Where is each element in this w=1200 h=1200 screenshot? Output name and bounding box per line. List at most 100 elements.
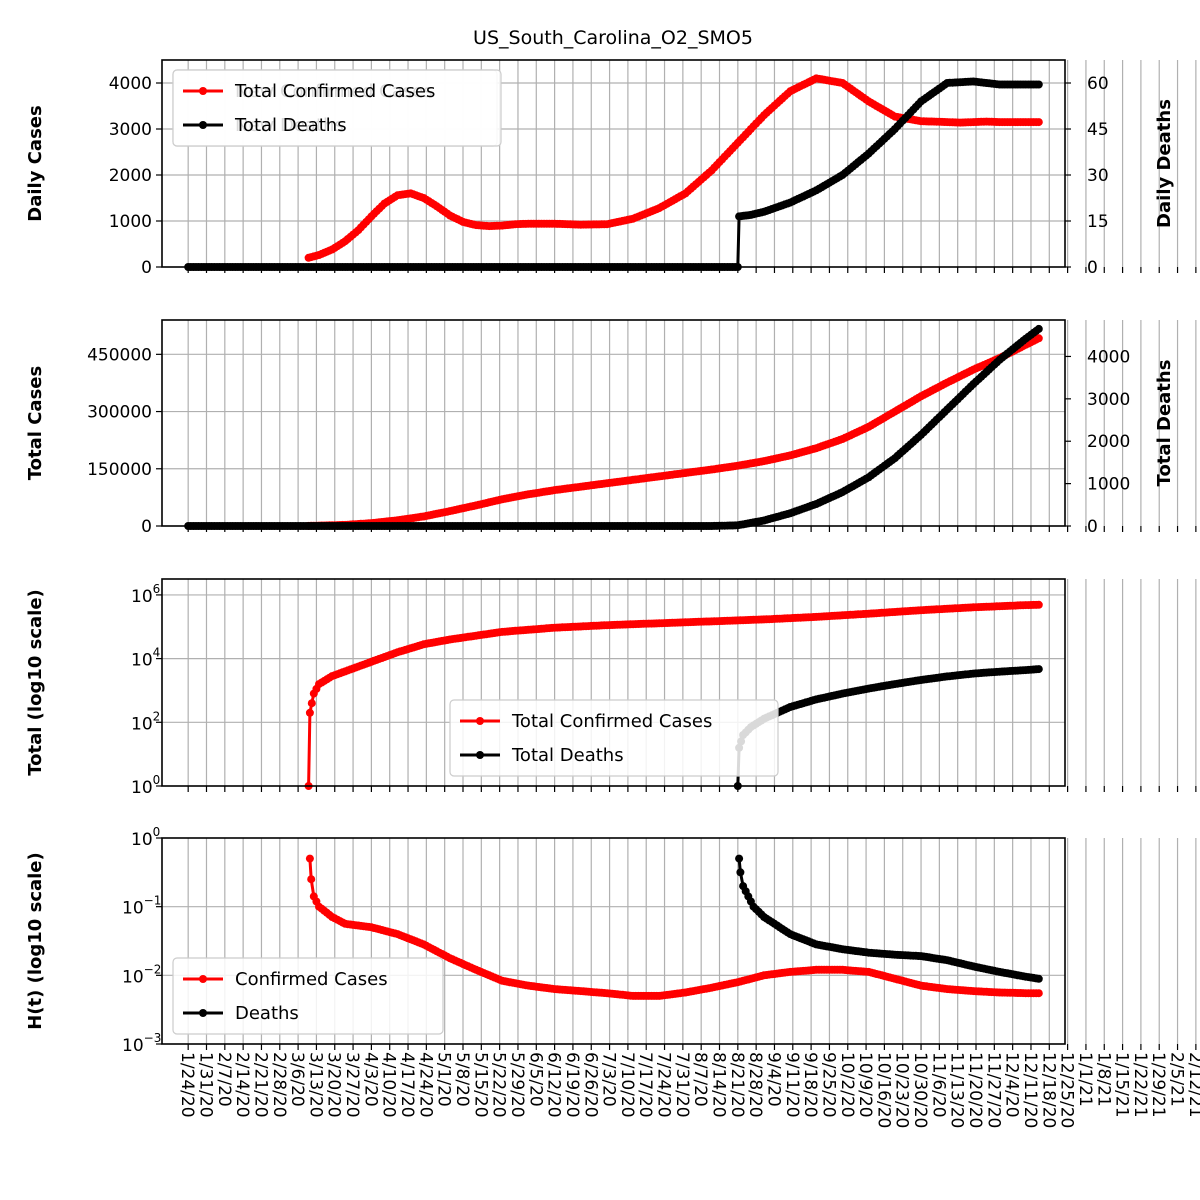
legend-label: Total Confirmed Cases — [511, 711, 712, 732]
data-point — [1034, 118, 1043, 127]
y-tick-label: 100 — [131, 773, 160, 798]
x-tick-label: 5/29/20 — [507, 1052, 527, 1118]
y-tick-label: 4000 — [109, 74, 152, 94]
y-tick-label: 106 — [131, 582, 160, 607]
x-tick-label: 6/5/20 — [525, 1052, 545, 1107]
y-tick-label: 10−3 — [122, 1031, 161, 1056]
series-new-confirmed-cases — [304, 74, 1043, 262]
x-tick-label: 4/24/20 — [415, 1052, 435, 1118]
x-tick-label: 8/21/20 — [727, 1052, 747, 1118]
x-tick-label: 2/28/20 — [269, 1052, 289, 1118]
legend-label: Deaths — [235, 1003, 299, 1024]
x-tick-label: 10/16/20 — [873, 1052, 893, 1128]
x-tick-label: 4/10/20 — [379, 1052, 399, 1118]
x-tick-label: 4/3/20 — [360, 1052, 380, 1107]
x-tick-label: 1/31/20 — [195, 1052, 215, 1118]
data-point — [1034, 324, 1043, 333]
y-right-tick-label: 3000 — [1087, 390, 1130, 410]
data-point — [1034, 989, 1043, 998]
series-total-deaths — [733, 665, 1043, 790]
panel-log_total: 100 102 104 106 Total (log10 scale) Total Con… — [25, 578, 1197, 798]
x-tick-label: 12/25/20 — [1057, 1052, 1077, 1128]
data-point — [735, 854, 744, 863]
x-tick-label: 1/24/20 — [177, 1052, 197, 1118]
y-tick-label: 3000 — [109, 120, 152, 140]
x-tick-labels: 1/24/201/31/202/7/202/14/202/21/202/28/2… — [177, 1052, 1200, 1128]
y-right-tick-label: 30 — [1087, 166, 1109, 186]
x-tick-label: 12/11/20 — [1020, 1052, 1040, 1128]
y-right-tick-label: 4000 — [1087, 347, 1130, 367]
data-point — [1034, 665, 1043, 674]
x-tick-label: 10/23/20 — [892, 1052, 912, 1128]
legend: Total Confirmed Cases Total Deaths — [449, 699, 779, 777]
y-tick-label: 102 — [131, 709, 160, 734]
legend-box — [172, 69, 502, 147]
x-tick-label: 11/6/20 — [928, 1052, 948, 1118]
x-tick-label: 2/21/20 — [250, 1052, 270, 1118]
x-tick-label: 2/7/20 — [214, 1052, 234, 1107]
x-tick-label: 7/17/20 — [635, 1052, 655, 1118]
data-point — [305, 708, 314, 717]
legend: Confirmed Cases Deaths — [172, 957, 444, 1035]
x-tick-label: 7/3/20 — [599, 1052, 619, 1107]
y-right-tick-label: 60 — [1087, 74, 1109, 94]
y-axis-label: Daily Cases — [25, 105, 46, 221]
y-axis-label: Total (log10 scale) — [25, 589, 46, 776]
y-axis-label-right: Total Deaths — [1154, 360, 1175, 487]
legend-marker — [476, 717, 484, 725]
x-tick-label: 11/27/20 — [983, 1052, 1003, 1128]
series-confirmed-cases — [305, 854, 1043, 1000]
data-point — [307, 699, 316, 708]
panel-hazard: 10−3 10−2 10−1 100 H(t) (log10 scale) Confirm… — [25, 825, 1197, 1056]
legend-marker — [199, 975, 207, 983]
x-tick-label: 7/10/20 — [617, 1052, 637, 1118]
legend: Total Confirmed Cases Total Deaths — [172, 69, 502, 147]
y-tick-label: 0 — [141, 517, 152, 537]
y-axis-label: Total Cases — [25, 366, 46, 480]
x-tick-label: 3/27/20 — [342, 1052, 362, 1118]
x-tick-label: 11/13/20 — [947, 1052, 967, 1128]
y-axis-label: H(t) (log10 scale) — [25, 852, 46, 1030]
x-tick-label: 5/15/20 — [470, 1052, 490, 1118]
panel-total: 015000030000045000001000200030004000Tota… — [25, 69, 1197, 537]
x-tick-label: 9/18/20 — [800, 1052, 820, 1118]
series-total-deaths — [184, 324, 1043, 530]
series-line — [188, 327, 1040, 528]
x-tick-label: 2/5/21 — [1167, 1052, 1187, 1107]
legend-marker — [476, 751, 484, 759]
data-point — [1034, 80, 1043, 89]
x-tick-label: 3/6/20 — [287, 1052, 307, 1107]
legend-box — [172, 957, 444, 1035]
x-tick-label: 10/9/20 — [855, 1052, 875, 1118]
x-tick-label: 11/20/20 — [965, 1052, 985, 1128]
y-tick-label: 300000 — [87, 403, 152, 423]
x-tick-label: 6/12/20 — [544, 1052, 564, 1118]
y-tick-label: 150000 — [87, 460, 152, 480]
figure-title: US_South_Carolina_O2_SMO5 — [473, 27, 753, 49]
x-tick-label: 12/18/20 — [1038, 1052, 1058, 1128]
x-tick-label: 1/1/21 — [1075, 1052, 1095, 1107]
series-total-confirmed-cases — [304, 334, 1043, 530]
x-tick-label: 1/15/21 — [1112, 1052, 1132, 1118]
x-tick-label: 10/2/20 — [837, 1052, 857, 1118]
y-tick-label: 10−2 — [122, 962, 161, 987]
x-tick-label: 8/7/20 — [690, 1052, 710, 1107]
plot-frame — [161, 578, 1066, 787]
plot-frame — [161, 59, 1066, 268]
x-tick-label: 7/31/20 — [672, 1052, 692, 1118]
y-right-tick-label: 0 — [1087, 517, 1098, 537]
y-tick-label: 104 — [131, 646, 160, 671]
data-point — [736, 868, 745, 877]
x-tick-label: 12/4/20 — [1002, 1052, 1022, 1118]
legend-marker — [199, 87, 207, 95]
legend-marker — [199, 1009, 207, 1017]
x-tick-label: 2/12/21 — [1185, 1052, 1200, 1118]
legend-label: Confirmed Cases — [235, 969, 388, 990]
x-tick-label: 3/20/20 — [324, 1052, 344, 1118]
x-tick-label: 8/14/20 — [709, 1052, 729, 1118]
y-tick-label: 100 — [131, 825, 160, 850]
x-tick-label: 4/17/20 — [397, 1052, 417, 1118]
data-point — [307, 875, 316, 884]
legend-label: Total Confirmed Cases — [234, 81, 435, 102]
legend-marker — [199, 121, 207, 129]
